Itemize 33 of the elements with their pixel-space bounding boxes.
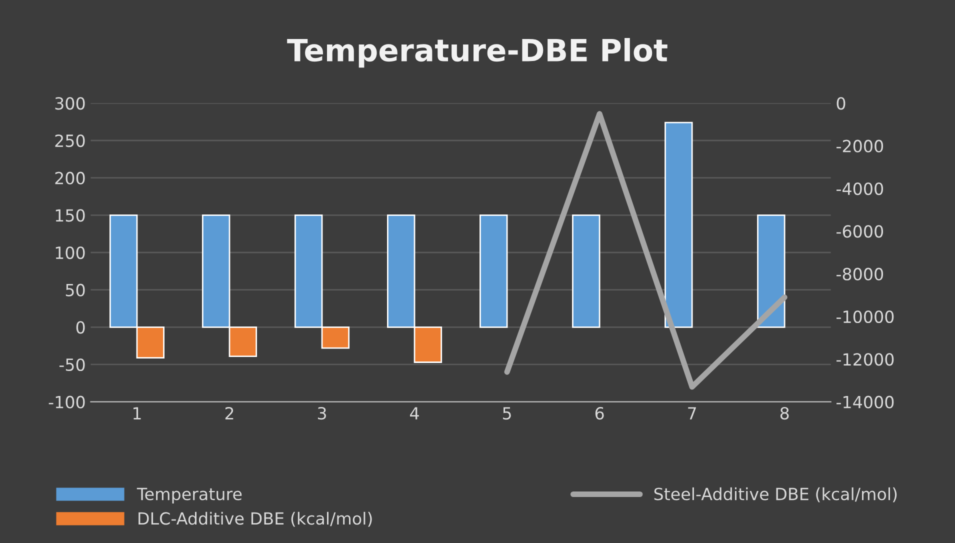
y2-tick-label: -6000 [836,225,884,238]
legend-label: Steel-Additive DBE (kcal/mol) [654,487,897,502]
y-tick-label: 100 [56,246,85,260]
legend-label: Temperature [136,488,242,504]
y-tick-label: 200 [55,172,85,184]
bar [480,214,508,328]
y2-tick-label: -10000 [836,310,894,324]
y-tick-label: 50 [66,284,85,296]
x-tick-label: 7 [688,407,696,420]
y2-tick-label: -12000 [836,353,894,366]
y2-tick-label: -14000 [836,396,894,408]
x-tick-label: 5 [503,407,511,420]
y-tick-label: 0 [76,321,85,334]
y-tick-label: 250 [55,134,85,148]
y-tick-label: -100 [48,396,85,408]
y2-tick-label: -8000 [836,268,884,280]
bar [757,214,786,328]
bar [664,122,693,328]
chart-title: Temperature-DBE Plot [287,38,668,68]
x-tick-label: 6 [595,406,604,420]
y2-tick-label: -4000 [836,182,884,196]
y2-tick-label: -2000 [836,140,884,152]
bar [572,214,600,328]
y-tick-label: 150 [56,209,85,222]
y2-tick-label: 0 [836,97,846,110]
x-tick-label: 3 [318,406,326,420]
x-tick-label: 1 [134,407,141,420]
y-tick-label: 300 [55,97,85,110]
x-tick-label: 4 [410,407,419,420]
y-tick-label: -50 [59,358,85,372]
x-tick-label: 8 [780,406,789,420]
legend-label: DLC-Additive DBE (kcal/mol) [138,512,372,527]
x-tick-label: 2 [225,406,234,420]
